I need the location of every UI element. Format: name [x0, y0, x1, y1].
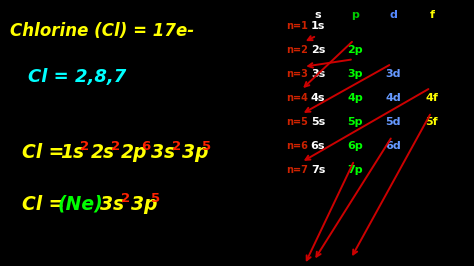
Text: 2: 2: [80, 140, 90, 153]
Text: 2: 2: [121, 192, 130, 205]
Text: Cl = 2,8,7: Cl = 2,8,7: [28, 68, 126, 86]
Text: n=4: n=4: [286, 93, 308, 103]
Text: 7p: 7p: [347, 165, 363, 175]
Text: 5f: 5f: [426, 117, 438, 127]
Text: 2: 2: [110, 140, 120, 153]
Text: 3s: 3s: [100, 195, 125, 214]
Text: 4f: 4f: [426, 93, 438, 103]
Text: 3p: 3p: [182, 143, 208, 162]
Text: d: d: [389, 10, 397, 20]
Text: 5: 5: [151, 192, 160, 205]
Text: 5s: 5s: [311, 117, 325, 127]
Text: 6p: 6p: [347, 141, 363, 151]
Text: 2s: 2s: [91, 143, 115, 162]
Text: (Ne): (Ne): [58, 195, 104, 214]
Text: 6s: 6s: [311, 141, 325, 151]
Text: n=7: n=7: [286, 165, 308, 175]
Text: 2p: 2p: [347, 45, 363, 55]
Text: 3p: 3p: [131, 195, 157, 214]
Text: n=1: n=1: [286, 21, 308, 31]
Text: Chlorine (Cl) = 17e-: Chlorine (Cl) = 17e-: [10, 22, 194, 40]
Text: 3p: 3p: [347, 69, 363, 79]
Text: 7s: 7s: [311, 165, 325, 175]
Text: f: f: [429, 10, 435, 20]
Text: n=6: n=6: [286, 141, 308, 151]
Text: 4d: 4d: [385, 93, 401, 103]
Text: 5: 5: [202, 140, 211, 153]
Text: 2: 2: [172, 140, 181, 153]
Text: n=2: n=2: [286, 45, 308, 55]
Text: 6: 6: [141, 140, 150, 153]
Text: Cl =: Cl =: [22, 195, 71, 214]
Text: 3d: 3d: [385, 69, 401, 79]
Text: 1s: 1s: [311, 21, 325, 31]
Text: 4s: 4s: [311, 93, 325, 103]
Text: p: p: [351, 10, 359, 20]
Text: 6d: 6d: [385, 141, 401, 151]
Text: 5p: 5p: [347, 117, 363, 127]
Text: Cl =: Cl =: [22, 143, 64, 162]
Text: 5d: 5d: [385, 117, 401, 127]
Text: n=3: n=3: [286, 69, 308, 79]
Text: n=5: n=5: [286, 117, 308, 127]
Text: 2s: 2s: [311, 45, 325, 55]
Text: 4p: 4p: [347, 93, 363, 103]
Text: 2p: 2p: [121, 143, 147, 162]
Text: 3s: 3s: [151, 143, 175, 162]
Text: 3s: 3s: [311, 69, 325, 79]
Text: 1s: 1s: [60, 143, 84, 162]
Text: s: s: [315, 10, 321, 20]
